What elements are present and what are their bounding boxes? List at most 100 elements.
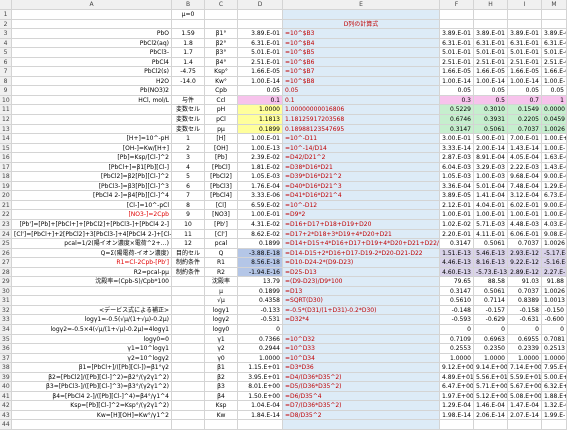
- row-header: 12: [0, 115, 12, 125]
- cell: =D40*D16*D21^3: [283, 181, 440, 192]
- cell: 0.5061: [474, 239, 508, 249]
- cell: 3.89.E-01: [542, 29, 567, 39]
- cell: 13.79: [238, 277, 283, 287]
- row-header: 16: [0, 153, 12, 163]
- cell: 7.48.E-04: [508, 181, 542, 192]
- cell: [172, 410, 205, 421]
- cell: 0.0459: [542, 115, 567, 125]
- cell: 2.87.E-03: [440, 153, 474, 163]
- cell: 0: [508, 325, 542, 335]
- cell: Ksp°: [205, 67, 238, 77]
- row-header: 19: [0, 181, 12, 192]
- cell: -5.17.E-12: [542, 248, 567, 259]
- cell: 1.1813: [238, 115, 283, 125]
- cell: 9.00.E-04: [542, 172, 567, 182]
- cell: 9.22.E-12: [508, 258, 542, 268]
- cell: -0.148: [440, 305, 474, 316]
- row-header: 39: [0, 372, 12, 383]
- row-header: 27: [0, 258, 12, 268]
- cell: 5.46.E-13: [474, 248, 508, 259]
- cell: 8.01.E+00: [238, 382, 283, 392]
- row-header: 21: [0, 200, 12, 211]
- cell: [OH-]=Kw/[H+]: [12, 143, 172, 154]
- cell: 1.0000: [474, 353, 508, 364]
- cell: pCl: [205, 115, 238, 125]
- cell: γ2=10^logγ2: [12, 353, 172, 364]
- cell: 4.05.E-04: [508, 153, 542, 163]
- cell: 2.93.E-12: [508, 248, 542, 259]
- cell: [PbCl]: [205, 162, 238, 173]
- cell: [172, 382, 205, 392]
- cell: 1.0013: [542, 296, 567, 306]
- column-header: C: [205, 0, 238, 10]
- cell: =D7/(D36*D35^2): [283, 401, 440, 411]
- row-header: 13: [0, 124, 12, 135]
- cell: 1.66.E-05: [440, 67, 474, 77]
- cell: 6.06.E-01: [508, 229, 542, 240]
- cell: 沈殿率: [205, 277, 238, 287]
- cell: 5.71.E-03: [474, 220, 508, 230]
- cell: 1.43.E-03: [542, 162, 567, 173]
- cell: =D32*4: [283, 315, 440, 325]
- cell: β2: [205, 372, 238, 383]
- cell: H2O: [12, 76, 172, 87]
- cell: 0: [474, 325, 508, 335]
- cell: 3.95.E+01: [238, 372, 283, 383]
- cell: 6.32.E+00: [542, 382, 567, 392]
- cell: √μ: [205, 296, 238, 306]
- cell: 1.00.E-01: [238, 210, 283, 220]
- cell: 6.31.E-01: [474, 38, 508, 49]
- cell: 与件: [172, 95, 205, 106]
- cell: 5.00.E-01: [474, 134, 508, 144]
- cell: 1.00.E-14: [542, 76, 567, 87]
- cell: 1.0000: [508, 353, 542, 364]
- cell: 7.00.E-01: [508, 134, 542, 144]
- cell: R2: [205, 267, 238, 278]
- cell: -0.600: [542, 315, 567, 325]
- cell: =10^-14/D14: [283, 143, 440, 154]
- cell: 1.81.E-02: [238, 162, 283, 173]
- cell: [NO3-]=2Cpb: [12, 210, 172, 220]
- cell: 9.00.E-01: [542, 200, 567, 211]
- cell: 0.2205: [508, 115, 542, 125]
- cell: =10^D32: [283, 334, 440, 345]
- row-header: 25: [0, 239, 12, 249]
- cell: β3=[PbCl3-]/([Pb][Cl-]^3)=β3°/(γ2γ1^2): [12, 382, 172, 392]
- cell: [508, 420, 542, 430]
- cell: 6: [172, 181, 205, 192]
- cell: pcal=1/2(陽イオン濃度×電荷^2+…): [12, 239, 172, 249]
- cell: 1.76.E-04: [238, 181, 283, 192]
- cell: 3.12.E-04: [508, 191, 542, 201]
- cell: [440, 10, 474, 20]
- cell: =D17+2*D18+3*D19+4*D20+D21: [283, 229, 440, 240]
- cell: [PbCl4 2-]=β4[Pb][Cl-]^4: [12, 191, 172, 201]
- cell: 0: [238, 325, 283, 335]
- cell: 0.05: [508, 86, 542, 96]
- cell: =D3*D36: [283, 363, 440, 373]
- cell: -5.16.E-12: [542, 258, 567, 268]
- cell: =(D9-D23)/D9*100: [283, 277, 440, 287]
- cell: R1: [205, 258, 238, 268]
- cell: =10^$B5: [283, 48, 440, 58]
- row-header: 34: [0, 325, 12, 335]
- cell: =10^$B7: [283, 67, 440, 77]
- cell: logγ0: [205, 325, 238, 335]
- cell: 7: [172, 191, 205, 201]
- cell: [Cl']: [205, 229, 238, 240]
- cell: [205, 19, 238, 30]
- row-header: 28: [0, 267, 12, 278]
- cell: R2=pcal-pμ: [12, 267, 172, 278]
- cell: Pb(NO3)2: [12, 86, 172, 96]
- cell: 3: [172, 153, 205, 163]
- cell: 0: [542, 325, 567, 335]
- cell: 1.00.E-01: [238, 134, 283, 144]
- cell: 12: [172, 239, 205, 249]
- cell: 2.51.E-01: [542, 57, 567, 68]
- cell: 5.01.E-04: [474, 181, 508, 192]
- cell: 1.98.E-14: [440, 410, 474, 421]
- cell: 2.22.E-03: [508, 162, 542, 173]
- column-header: H: [474, 0, 508, 10]
- cell: =D9*2: [283, 210, 440, 220]
- cell: 1.00.E-01: [508, 210, 542, 220]
